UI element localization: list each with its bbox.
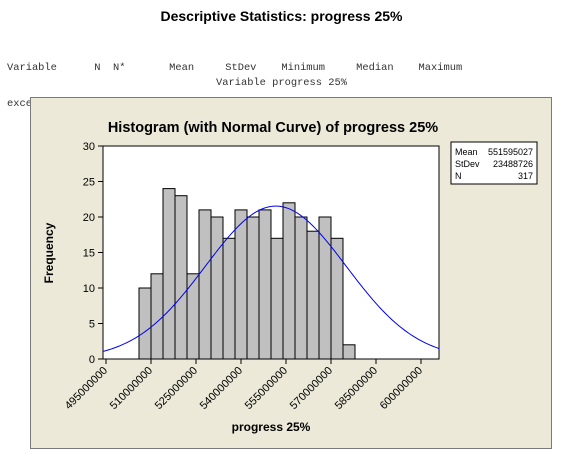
histogram-bar bbox=[174, 195, 188, 360]
histogram-bar bbox=[294, 216, 308, 360]
histogram-bar bbox=[246, 216, 260, 360]
histogram-bar bbox=[186, 273, 200, 360]
legend-stat-value: 551595027 bbox=[488, 147, 533, 157]
legend-box bbox=[450, 141, 538, 185]
x-tick-label: 510000000 bbox=[108, 365, 155, 412]
y-tick-label: 20 bbox=[83, 212, 95, 224]
x-tick-label: 600000000 bbox=[378, 365, 425, 412]
histogram-bar bbox=[270, 237, 284, 360]
legend-stat-label: N bbox=[455, 171, 462, 181]
x-axis-label: progress 25% bbox=[232, 420, 311, 434]
legend-stat-label: Mean bbox=[455, 147, 478, 157]
y-axis-label: Frequency bbox=[42, 222, 56, 283]
y-axis: 0 5 10 15 20 25 30 bbox=[83, 141, 103, 366]
graph-window[interactable]: Histogram (with Normal Curve) of progres… bbox=[30, 97, 552, 449]
session-heading: Descriptive Statistics: progress 25% bbox=[160, 8, 403, 24]
histogram-bar bbox=[198, 209, 212, 360]
y-tick-label: 25 bbox=[83, 177, 95, 189]
histogram-bar bbox=[330, 237, 344, 360]
histogram-bar bbox=[138, 287, 152, 360]
x-tick-label: 570000000 bbox=[288, 365, 335, 412]
stats-header-row: Variable N N* Mean StDev Minimum Median … bbox=[7, 62, 463, 74]
graph-caption: Variable progress 25% bbox=[216, 77, 347, 89]
legend-stat-value: 317 bbox=[518, 171, 533, 181]
stats-legend: Mean 551595027 StDev 23488726 N 317 bbox=[450, 141, 538, 185]
histogram-bar bbox=[210, 216, 224, 360]
legend-rows: Mean 551595027 StDev 23488726 N 317 bbox=[455, 147, 533, 181]
histogram-bar bbox=[306, 230, 320, 360]
legend-stat-label: StDev bbox=[455, 159, 480, 169]
histogram-bar bbox=[342, 344, 356, 360]
y-tick-label: 0 bbox=[89, 354, 95, 366]
x-axis: 4950000005100000005250000005400000005550… bbox=[63, 359, 425, 412]
y-tick-label: 10 bbox=[83, 283, 95, 295]
x-tick-label: 495000000 bbox=[63, 365, 110, 412]
y-tick-label: 30 bbox=[83, 141, 95, 153]
histogram-bar bbox=[234, 209, 248, 360]
chart-title: Histogram (with Normal Curve) of progres… bbox=[108, 120, 438, 136]
normal-curve bbox=[102, 205, 440, 352]
x-tick-label: 555000000 bbox=[243, 365, 290, 412]
histogram-bar bbox=[150, 273, 164, 360]
x-tick-label: 585000000 bbox=[333, 365, 380, 412]
histogram-bar bbox=[282, 202, 296, 360]
histogram-bar bbox=[258, 209, 272, 360]
histogram-chart: Histogram (with Normal Curve) of progres… bbox=[42, 120, 538, 434]
y-tick-label: 5 bbox=[89, 319, 95, 331]
histogram-bar bbox=[162, 188, 176, 360]
histogram-bar bbox=[222, 237, 236, 360]
histogram-bars bbox=[138, 188, 356, 360]
histogram-bar bbox=[318, 216, 332, 360]
x-tick-label: 540000000 bbox=[198, 365, 245, 412]
x-tick-label: 525000000 bbox=[153, 365, 200, 412]
legend-stat-value: 23488726 bbox=[493, 159, 533, 169]
y-tick-label: 15 bbox=[83, 248, 95, 260]
